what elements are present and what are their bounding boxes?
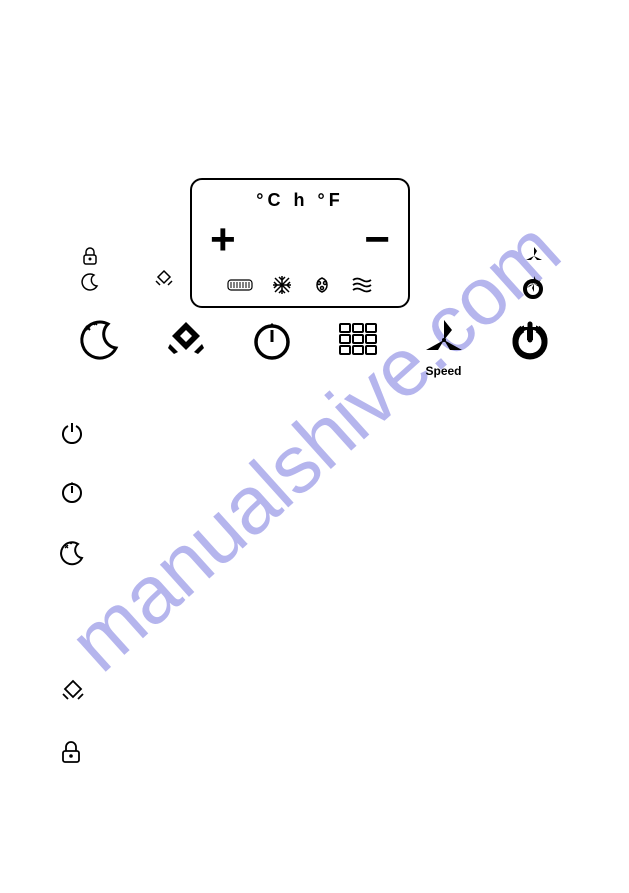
mode-icons-row bbox=[192, 274, 408, 296]
legend-lock-icon bbox=[60, 740, 82, 764]
minus-button[interactable]: − bbox=[364, 218, 390, 262]
power-button[interactable] bbox=[508, 318, 552, 362]
legend-swing-icon bbox=[60, 678, 86, 704]
swing-button[interactable] bbox=[164, 318, 208, 362]
timer-button[interactable] bbox=[250, 318, 294, 362]
button-row: Speed bbox=[0, 318, 629, 378]
fan-mode-icon bbox=[311, 274, 333, 296]
plus-button[interactable]: + bbox=[210, 218, 236, 262]
mode-button[interactable] bbox=[336, 318, 380, 362]
legend-power-icon bbox=[60, 420, 84, 444]
fan-small-icon bbox=[524, 246, 544, 266]
auto-mode-icon bbox=[227, 277, 253, 293]
sleep-small-icon bbox=[80, 272, 100, 292]
wave-icon bbox=[351, 276, 373, 294]
legend-column bbox=[60, 420, 86, 764]
legend-sleep-icon bbox=[60, 540, 86, 566]
units-row: °C h °F bbox=[192, 190, 408, 211]
speed-button[interactable] bbox=[422, 318, 466, 362]
speed-label: Speed bbox=[425, 364, 461, 378]
snowflake-icon bbox=[271, 274, 293, 296]
lock-icon bbox=[81, 246, 99, 266]
fahrenheit-label: °F bbox=[318, 190, 344, 210]
celsius-label: °C bbox=[256, 190, 284, 210]
circle-icon bbox=[522, 278, 544, 300]
sleep-button[interactable] bbox=[78, 318, 122, 362]
swing-small-icon bbox=[152, 268, 176, 292]
hours-label: h bbox=[294, 190, 309, 210]
left-indicator-stack bbox=[80, 246, 100, 292]
display-panel: °C h °F + − bbox=[190, 178, 410, 308]
legend-timer-icon bbox=[60, 480, 84, 504]
